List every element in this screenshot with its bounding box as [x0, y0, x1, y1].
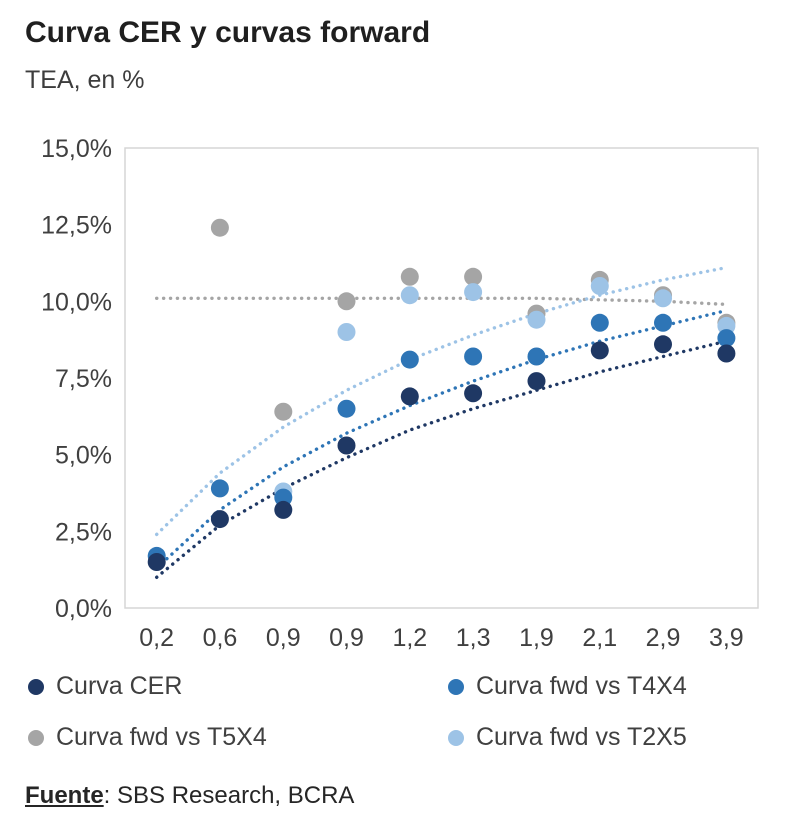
legend-label: Curva fwd vs T2X5: [476, 723, 687, 751]
chart-subtitle: TEA, en %: [25, 66, 145, 94]
data-point: [654, 335, 672, 354]
legend-item-fwd-t5x4: Curva fwd vs T5X4: [28, 723, 448, 752]
y-tick-label: 10,0%: [41, 288, 112, 316]
source-note: Fuente: SBS Research, BCRA: [25, 782, 354, 810]
data-point: [654, 289, 672, 308]
x-tick-label: 2,9: [646, 624, 681, 652]
data-point: [590, 277, 609, 295]
trend-line: [155, 296, 729, 307]
data-point: [337, 292, 356, 311]
legend-label: Curva fwd vs T4X4: [476, 672, 687, 700]
plot-border: [124, 147, 759, 609]
y-tick-label: 2,5%: [55, 518, 112, 546]
data-point: [527, 347, 546, 366]
data-point: [274, 488, 293, 507]
source-text: : SBS Research, BCRA: [103, 782, 355, 809]
y-tick-label: 15,0%: [41, 135, 112, 163]
y-tick-label: 5,0%: [55, 442, 112, 470]
x-tick-label: 3,9: [709, 624, 744, 652]
data-point: [400, 267, 419, 286]
page-title: Curva CER y curvas forward: [25, 16, 431, 49]
data-point: [590, 341, 609, 360]
data-point: [717, 329, 736, 348]
y-tick-label: 0,0%: [55, 595, 112, 623]
data-point: [337, 323, 356, 341]
y-tick-label: 12,5%: [41, 212, 112, 240]
data-point: [337, 399, 356, 418]
data-point: [590, 313, 609, 332]
legend-item-fwd-t4x4: Curva fwd vs T4X4: [448, 672, 783, 701]
data-point: [464, 347, 483, 366]
data-point: [210, 479, 229, 498]
data-point: [400, 387, 419, 406]
legend-label: Curva fwd vs T5X4: [56, 723, 267, 751]
data-point: [400, 286, 419, 305]
chart-legend: Curva CER Curva fwd vs T4X4 Curva fwd vs…: [28, 672, 783, 752]
x-tick-label: 0,2: [139, 624, 174, 652]
data-point: [210, 218, 229, 237]
data-point: [400, 350, 419, 369]
source-label: Fuente: [25, 782, 104, 809]
data-point: [210, 510, 229, 529]
legend-dot-icon: [448, 678, 464, 695]
data-point: [527, 372, 546, 391]
data-point: [717, 344, 736, 363]
x-tick-label: 2,1: [582, 624, 617, 652]
trend-line: [155, 339, 729, 579]
data-point: [274, 500, 293, 519]
trend-line: [155, 308, 729, 570]
trend-line: [155, 265, 729, 537]
scatter-chart-canvas: 0,0% 2,5% 5,0% 7,5% 10,0% 12,5% 15,0% 0,2 0,6 0,9…: [41, 135, 759, 652]
x-tick-label: 1,3: [456, 624, 491, 652]
data-point: [147, 553, 166, 571]
x-tick-label: 1,2: [392, 624, 427, 652]
legend-dot-icon: [28, 729, 44, 746]
legend-label: Curva CER: [56, 672, 183, 700]
legend-dot-icon: [448, 729, 464, 746]
legend-dot-icon: [28, 678, 44, 695]
data-point: [527, 310, 546, 329]
x-tick-label: 0,9: [329, 624, 364, 652]
x-tick-label: 0,6: [203, 624, 238, 652]
data-point: [464, 267, 483, 286]
x-tick-label: 1,9: [519, 624, 554, 652]
y-tick-label: 7,5%: [55, 365, 112, 393]
data-point: [654, 313, 672, 332]
legend-item-fwd-t2x5: Curva fwd vs T2X5: [448, 723, 783, 752]
x-tick-label: 0,9: [266, 624, 301, 652]
data-point: [464, 283, 483, 302]
data-point: [464, 384, 483, 403]
data-point: [274, 402, 293, 421]
data-point: [337, 436, 356, 455]
legend-item-curva-cer: Curva CER: [28, 672, 448, 701]
